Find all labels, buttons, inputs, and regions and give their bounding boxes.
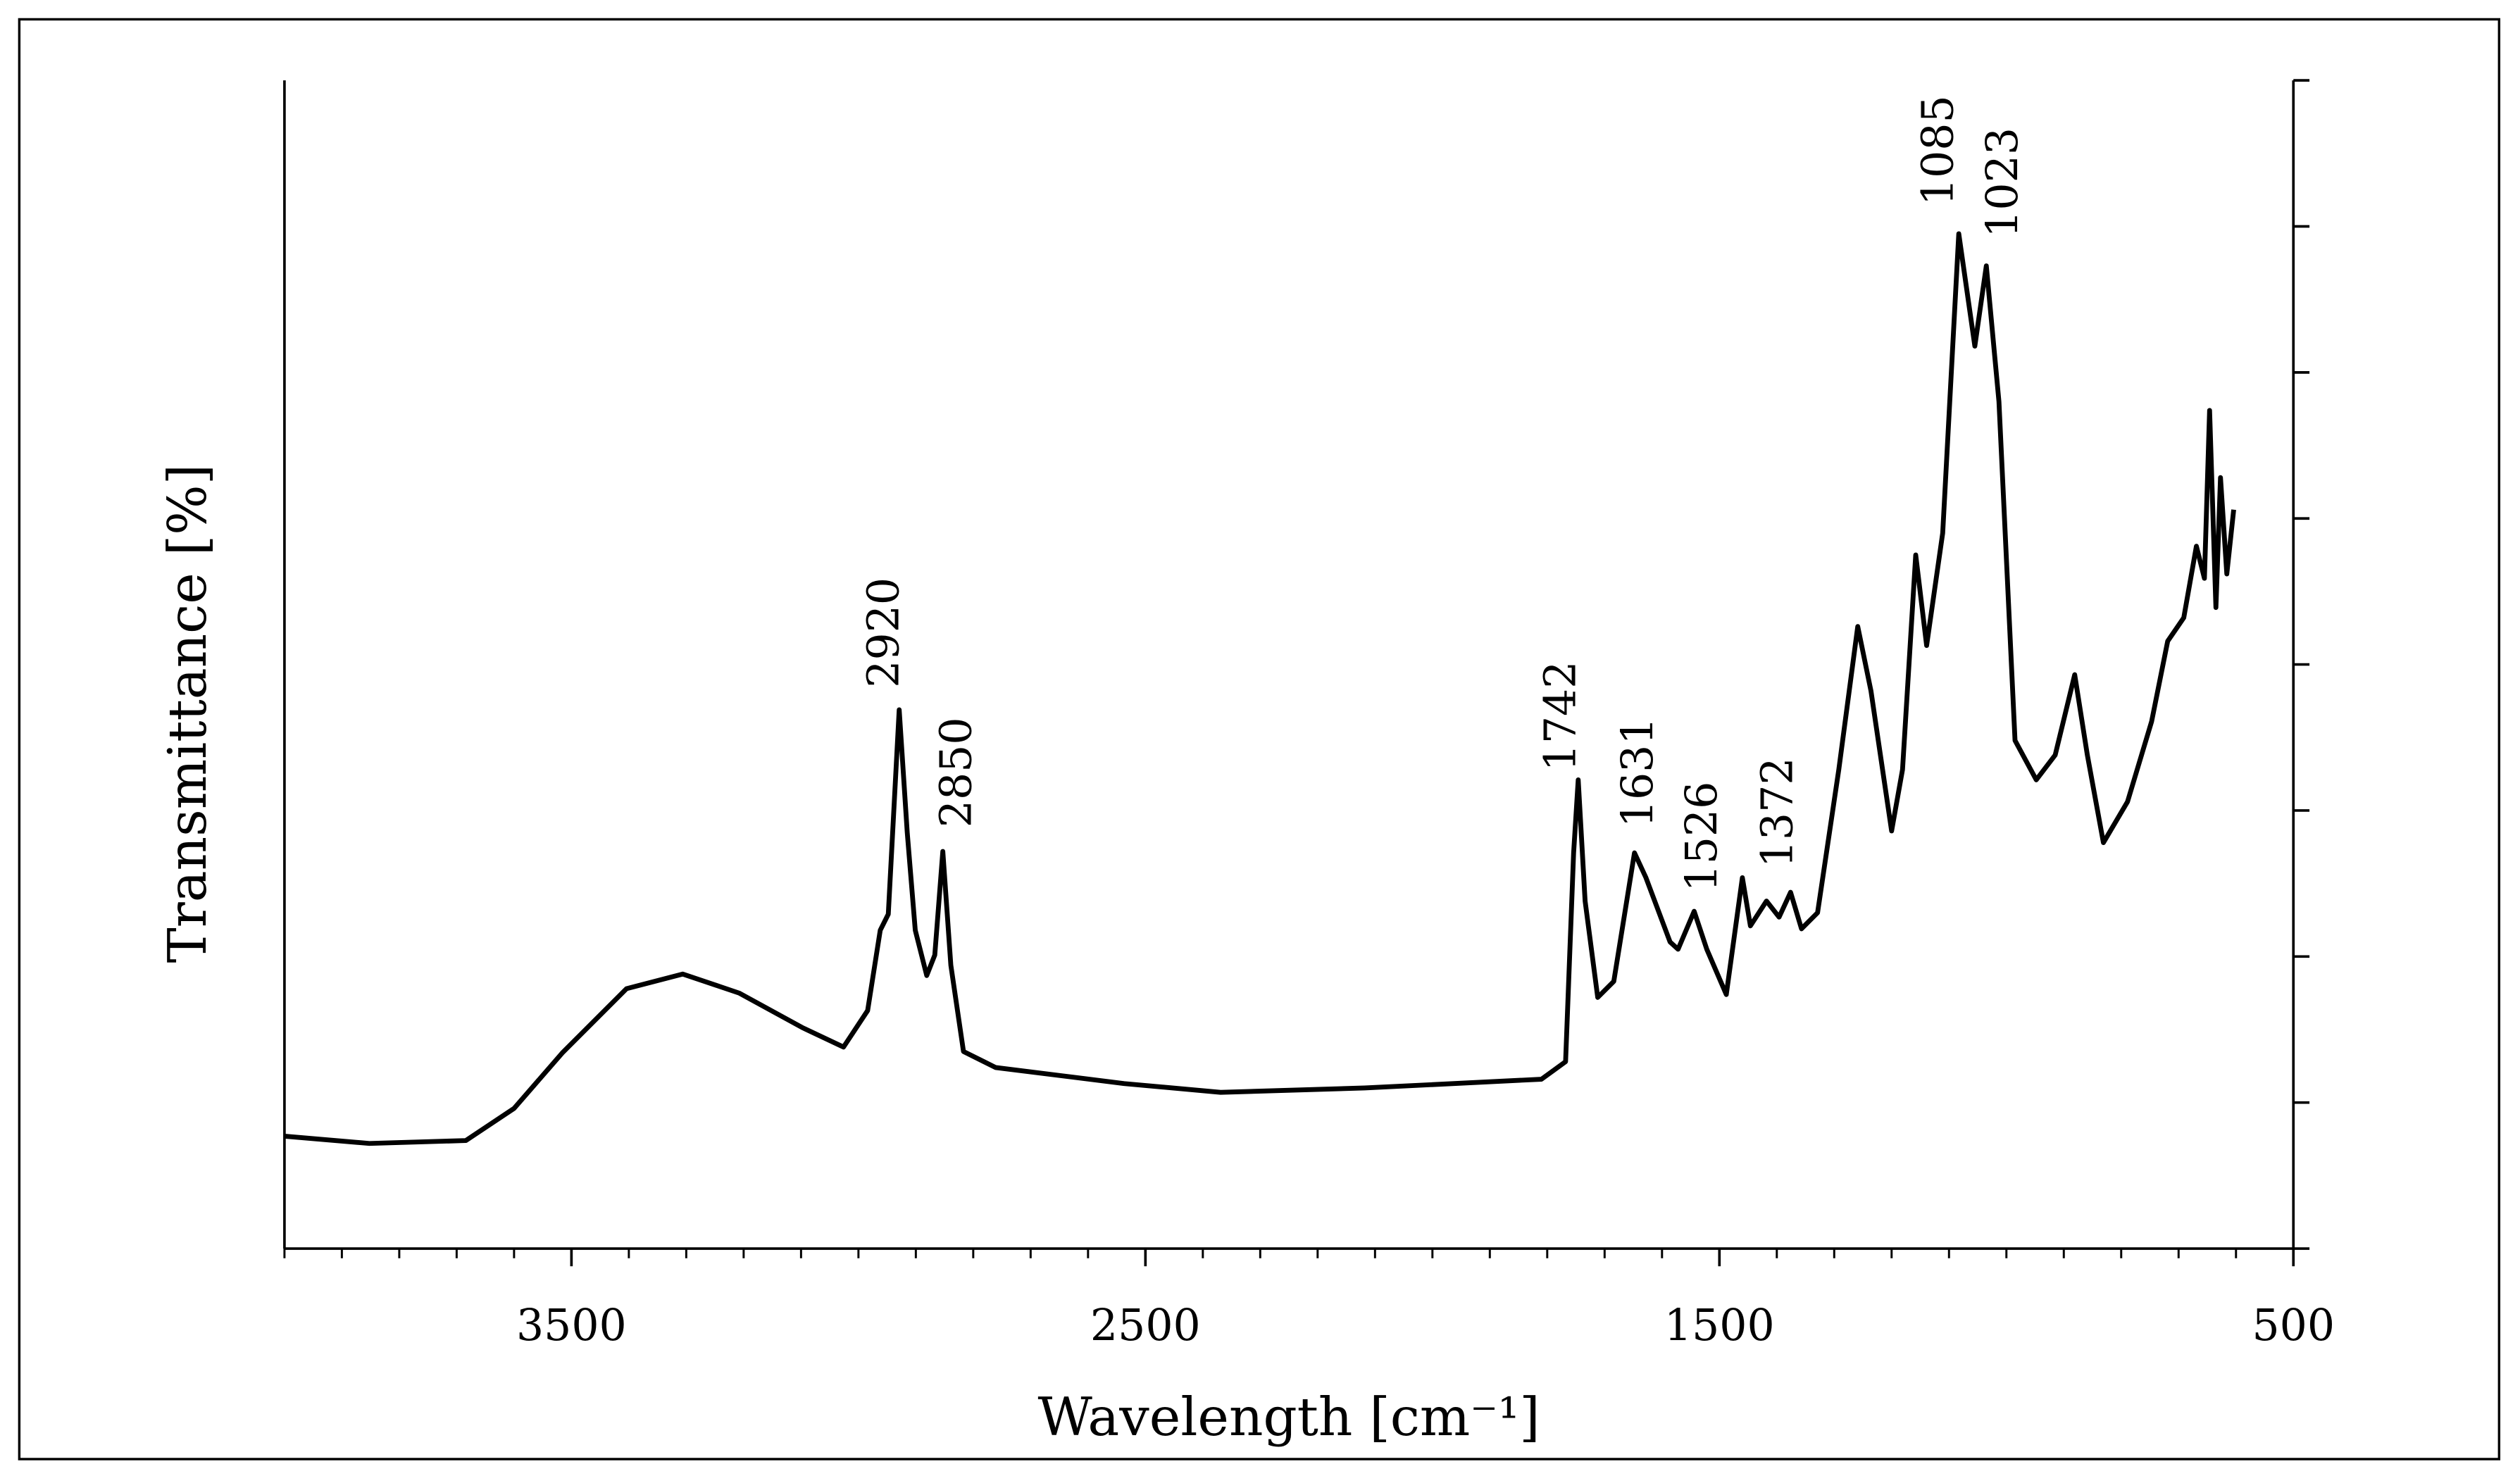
peak-label: 1526 [1676, 782, 1727, 892]
x-tick-label: 500 [2252, 1300, 2335, 1351]
peak-label: 1631 [1612, 717, 1663, 827]
peak-label: 1372 [1752, 757, 1802, 868]
x-axis-label: Wavelength [cm⁻¹] [1038, 1386, 1540, 1448]
peak-label: 1742 [1535, 661, 1585, 772]
peak-label: 1023 [1977, 127, 2028, 238]
x-tick-label: 2500 [1090, 1300, 1201, 1351]
peak-label: 2850 [930, 717, 981, 827]
peak-label: 1085 [1912, 95, 1963, 206]
y-axis-label: Transmittance [%] [156, 464, 218, 963]
peak-label: 2920 [859, 577, 909, 688]
x-tick-label: 3500 [516, 1300, 627, 1351]
spectrum-line [284, 231, 2236, 1146]
frame [18, 18, 2501, 1461]
x-tick-label: 1500 [1664, 1300, 1775, 1351]
